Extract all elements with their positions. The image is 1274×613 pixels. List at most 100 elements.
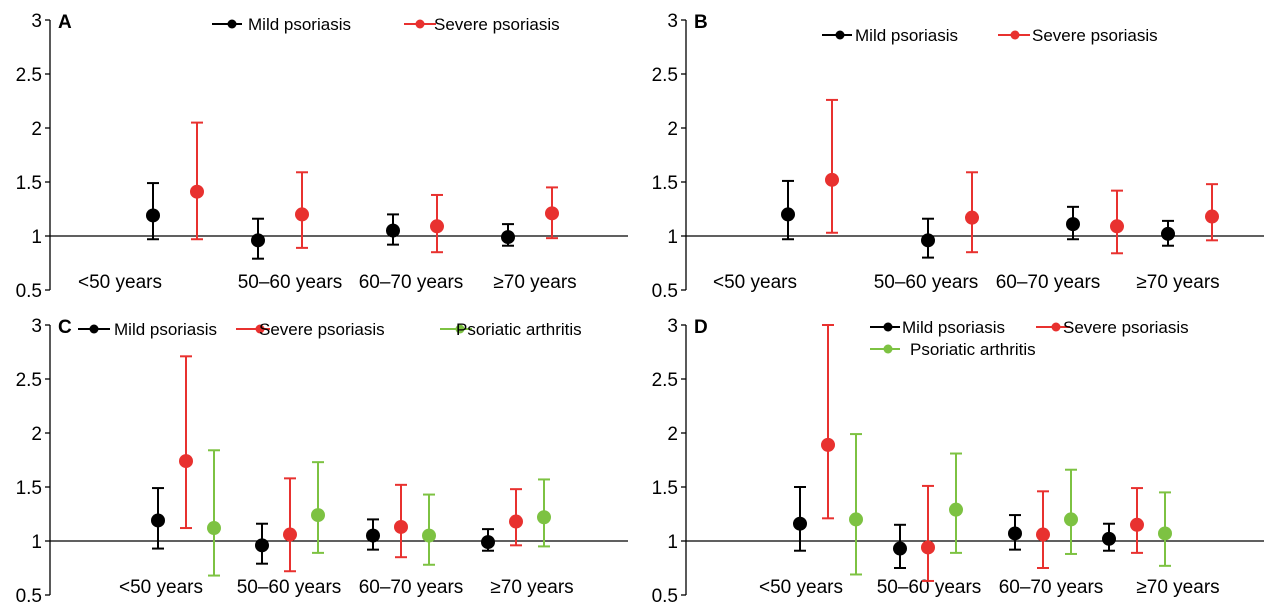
- legend-label: Mild psoriasis: [248, 15, 351, 34]
- data-point: [430, 219, 444, 234]
- legend-marker: [1051, 322, 1061, 332]
- y-tick-label: 3: [31, 316, 42, 337]
- data-point: [1158, 526, 1172, 541]
- data-point: [501, 230, 515, 245]
- y-tick-label: 2.5: [16, 370, 42, 391]
- legend-marker: [1010, 30, 1020, 40]
- y-tick-label: 2.5: [652, 370, 678, 391]
- y-tick-label: 1.5: [652, 478, 678, 499]
- y-tick-label: 2: [667, 119, 678, 140]
- data-point: [366, 528, 380, 543]
- y-tick-label: 0.5: [16, 586, 42, 607]
- panel-b: 3 2.5 2 1.5 1 0.5 B <50 years 50–60 years 60–70 y…: [652, 11, 1264, 302]
- category-label: 50–60 years: [238, 272, 343, 293]
- category-label: <50 years: [78, 272, 162, 293]
- y-tick-label: 3: [667, 316, 678, 337]
- data-point: [481, 535, 495, 550]
- legend-marker: [883, 322, 893, 332]
- legend-marker: [835, 30, 845, 40]
- data-point: [821, 437, 835, 452]
- y-tick-label: 3: [667, 11, 678, 32]
- category-label: 60–70 years: [996, 272, 1101, 293]
- data-point: [849, 512, 863, 527]
- legend-marker: [255, 324, 265, 334]
- legend-label: Mild psoriasis: [855, 26, 958, 45]
- legend-label: Severe psoriasis: [434, 15, 560, 34]
- legend-marker: [227, 19, 237, 29]
- data-point: [921, 233, 935, 248]
- data-point: [422, 528, 436, 543]
- category-label: ≥70 years: [1136, 272, 1219, 293]
- category-label: ≥70 years: [490, 577, 573, 598]
- data-point: [151, 513, 165, 528]
- category-label: ≥70 years: [1136, 577, 1219, 598]
- panel-d: 3 2.5 2 1.5 1 0.5 D <50 years 50–60 years 60–70 y…: [652, 316, 1264, 607]
- legend-label: Mild psoriasis: [902, 318, 1005, 337]
- data-point: [1110, 219, 1124, 234]
- legend-marker: [455, 324, 465, 334]
- data-point: [251, 233, 265, 248]
- data-point: [1036, 527, 1050, 542]
- panel-letter: C: [58, 317, 72, 338]
- legend-label: Psoriatic arthritis: [910, 340, 1036, 359]
- data-point: [146, 208, 160, 223]
- category-label: 60–70 years: [359, 272, 464, 293]
- category-label: 50–60 years: [874, 272, 979, 293]
- y-tick-label: 2: [667, 424, 678, 445]
- data-point: [1064, 512, 1078, 527]
- data-point: [1161, 226, 1175, 241]
- data-point: [781, 207, 795, 222]
- data-point: [179, 454, 193, 469]
- data-point: [921, 540, 935, 555]
- y-tick-label: 0.5: [652, 281, 678, 302]
- category-label: <50 years: [759, 577, 843, 598]
- y-tick-label: 2: [31, 424, 42, 445]
- data-point: [893, 541, 907, 556]
- panel-letter: D: [694, 317, 708, 338]
- data-point: [190, 184, 204, 199]
- y-tick-label: 1.5: [16, 478, 42, 499]
- panel-c: 3 2.5 2 1.5 1 0.5 C <50 years 50–60 years 60–70 y…: [16, 316, 628, 607]
- data-point: [283, 527, 297, 542]
- category-label: 50–60 years: [877, 577, 982, 598]
- data-point: [825, 172, 839, 187]
- data-point: [965, 210, 979, 225]
- legend-label: Psoriatic arthritis: [456, 320, 582, 339]
- y-tick-label: 2.5: [652, 65, 678, 86]
- data-point: [207, 521, 221, 536]
- category-label: 50–60 years: [237, 577, 342, 598]
- category-label: 60–70 years: [359, 577, 464, 598]
- y-tick-label: 1.5: [16, 173, 42, 194]
- data-point: [394, 519, 408, 534]
- category-label: ≥70 years: [493, 272, 576, 293]
- data-point: [1205, 209, 1219, 224]
- data-point: [1130, 517, 1144, 532]
- data-point: [545, 206, 559, 221]
- y-tick-label: 1: [31, 532, 42, 553]
- y-tick-label: 2.5: [16, 65, 42, 86]
- data-point: [1102, 531, 1116, 546]
- y-tick-label: 1: [31, 227, 42, 248]
- y-tick-label: 1.5: [652, 173, 678, 194]
- panel-letter: A: [58, 12, 72, 33]
- y-tick-label: 1: [667, 227, 678, 248]
- panel-letter: B: [694, 12, 708, 33]
- y-tick-label: 0.5: [652, 586, 678, 607]
- data-point: [537, 510, 551, 525]
- legend-label: Mild psoriasis: [114, 320, 217, 339]
- legend-label: Severe psoriasis: [1032, 26, 1158, 45]
- legend-marker: [415, 19, 425, 29]
- data-point: [386, 223, 400, 238]
- legend-marker: [883, 344, 893, 354]
- data-point: [1008, 526, 1022, 541]
- y-tick-label: 1: [667, 532, 678, 553]
- category-label: <50 years: [713, 272, 797, 293]
- legend-label: Severe psoriasis: [1063, 318, 1189, 337]
- data-point: [509, 514, 523, 529]
- panel-a: 3 2.5 2 1.5 1 0.5 A <50 years 50–60 years 60–70 y…: [16, 11, 628, 302]
- y-tick-label: 3: [31, 11, 42, 32]
- y-tick-label: 0.5: [16, 281, 42, 302]
- data-point: [1066, 217, 1080, 232]
- legend-label: Severe psoriasis: [259, 320, 385, 339]
